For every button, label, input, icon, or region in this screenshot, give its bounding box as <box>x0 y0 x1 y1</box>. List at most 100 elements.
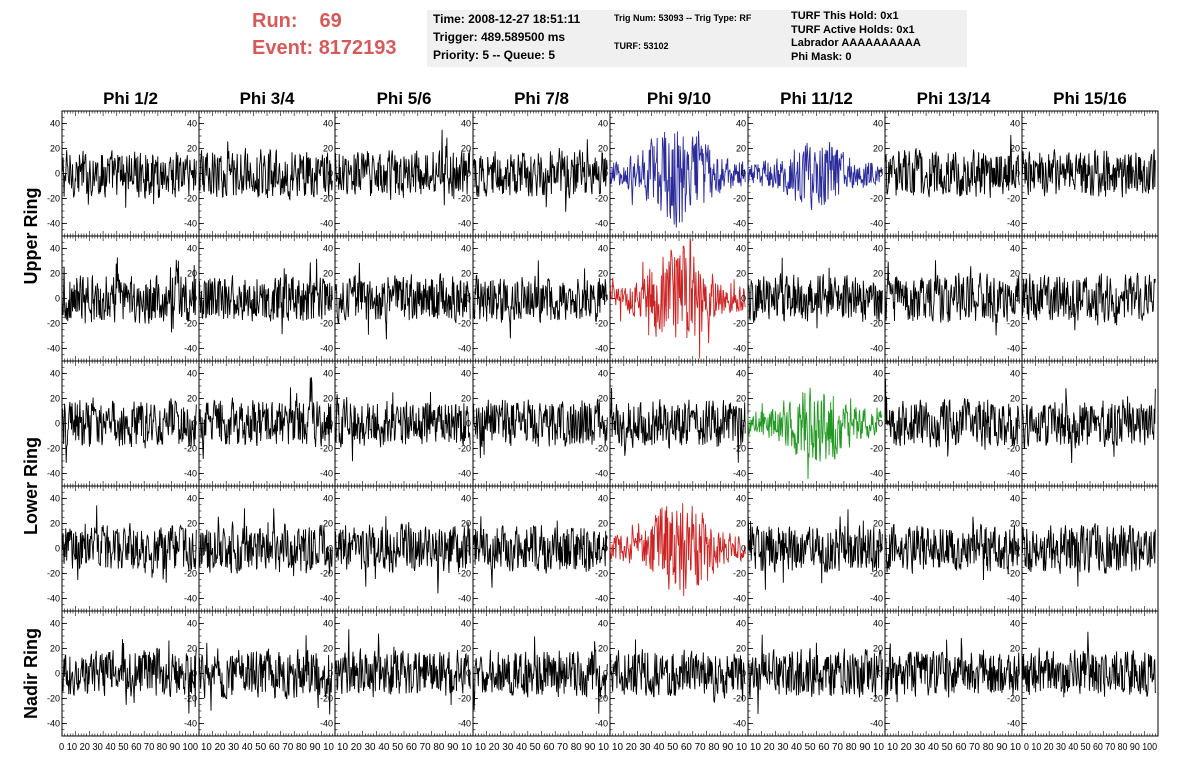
y-tick-label: -20 <box>47 319 60 329</box>
y-tick-label: -20 <box>320 444 333 454</box>
y-tick-label: -40 <box>458 594 471 604</box>
y-tick-label: 40 <box>736 369 746 379</box>
y-tick-label: -40 <box>870 344 883 354</box>
waveform-trace <box>334 516 471 594</box>
y-tick-label: 40 <box>598 119 608 129</box>
y-tick-label: 20 <box>187 394 197 404</box>
y-tick-label: -20 <box>184 694 197 704</box>
waveform-trace <box>472 636 608 714</box>
y-tick-label: -40 <box>595 469 608 479</box>
y-tick-label: 40 <box>598 369 608 379</box>
waveform-trace <box>609 503 746 596</box>
y-tick-label: -20 <box>733 194 746 204</box>
y-tick-label: 20 <box>50 144 60 154</box>
y-tick-label: 0 <box>55 419 60 429</box>
y-tick-label: 0 <box>741 419 746 429</box>
y-tick-label: 40 <box>873 119 883 129</box>
column-header: Phi 15/16 <box>1053 89 1127 108</box>
y-tick-label: -20 <box>320 694 333 704</box>
y-tick-label: 20 <box>598 144 608 154</box>
waveform-trace <box>1021 149 1156 198</box>
y-tick-label: -20 <box>47 569 60 579</box>
waveform-trace <box>1021 272 1156 331</box>
y-tick-label: -40 <box>870 469 883 479</box>
ring-label: Nadir Ring <box>21 628 41 719</box>
y-tick-label: -20 <box>733 569 746 579</box>
waveform-trace <box>198 377 333 460</box>
y-tick-label: 0 <box>1015 294 1020 304</box>
y-tick-label: 40 <box>461 369 471 379</box>
column-header: Phi 11/12 <box>780 89 853 108</box>
y-tick-label: 20 <box>461 144 471 154</box>
waveform-trace <box>334 129 471 206</box>
y-tick-label: 20 <box>598 519 608 529</box>
y-tick-label: 40 <box>50 494 60 504</box>
y-tick-label: 20 <box>461 269 471 279</box>
y-tick-label: 0 <box>603 169 608 179</box>
y-tick-label: 40 <box>1010 244 1020 254</box>
y-tick-label: -20 <box>47 694 60 704</box>
y-tick-label: -40 <box>320 469 333 479</box>
waveform-trace <box>61 150 197 208</box>
y-tick-label: -20 <box>1007 319 1020 329</box>
y-tick-label: 20 <box>50 519 60 529</box>
y-tick-label: 0 <box>466 294 471 304</box>
y-tick-label: 40 <box>323 119 333 129</box>
y-tick-label: -20 <box>320 569 333 579</box>
y-tick-label: -20 <box>458 694 471 704</box>
waveform-trace <box>609 238 746 359</box>
y-tick-label: 40 <box>1010 369 1020 379</box>
waveform-trace <box>61 397 197 463</box>
y-tick-label: 40 <box>323 369 333 379</box>
y-tick-label: 0 <box>1015 419 1020 429</box>
y-tick-label: 0 <box>192 169 197 179</box>
y-tick-label: 20 <box>50 269 60 279</box>
y-tick-label: 20 <box>1010 394 1020 404</box>
y-tick-label: 40 <box>461 244 471 254</box>
waveform-trace <box>334 391 471 462</box>
turf-info-panel: TURF This Hold: 0x1 TURF Active Holds: 0… <box>773 10 967 67</box>
y-tick-label: 20 <box>736 144 746 154</box>
y-tick-label: -40 <box>458 344 471 354</box>
y-tick-label: -20 <box>320 319 333 329</box>
y-tick-label: 0 <box>878 294 883 304</box>
waveform-trace <box>747 141 883 211</box>
y-tick-label: 40 <box>187 619 197 629</box>
y-tick-label: 20 <box>873 394 883 404</box>
y-tick-label: -40 <box>458 469 471 479</box>
y-tick-label: 0 <box>878 169 883 179</box>
column-header: Phi 13/14 <box>917 89 991 108</box>
y-tick-label: -40 <box>870 594 883 604</box>
y-tick-label: 40 <box>598 244 608 254</box>
y-tick-label: 40 <box>323 619 333 629</box>
y-tick-label: 40 <box>461 494 471 504</box>
y-tick-label: -40 <box>595 344 608 354</box>
y-tick-label: -20 <box>595 569 608 579</box>
y-tick-label: 0 <box>328 669 333 679</box>
y-tick-label: -20 <box>733 319 746 329</box>
y-tick-label: 0 <box>878 419 883 429</box>
y-tick-label: 0 <box>328 544 333 554</box>
waveform-trace <box>884 378 1020 457</box>
y-tick-label: 40 <box>50 244 60 254</box>
y-tick-label: 20 <box>1010 269 1020 279</box>
y-tick-label: 20 <box>873 519 883 529</box>
waveform-trace <box>1021 523 1156 587</box>
y-tick-label: 0 <box>603 669 608 679</box>
y-tick-label: 0 <box>741 294 746 304</box>
y-tick-label: -20 <box>458 569 471 579</box>
y-tick-label: -40 <box>733 469 746 479</box>
y-tick-label: -40 <box>1007 344 1020 354</box>
y-tick-label: -20 <box>47 194 60 204</box>
y-tick-label: 40 <box>461 619 471 629</box>
y-tick-label: -20 <box>184 444 197 454</box>
y-tick-label: 20 <box>736 269 746 279</box>
y-tick-label: -40 <box>733 594 746 604</box>
y-tick-label: 20 <box>598 644 608 654</box>
y-tick-label: -20 <box>870 194 883 204</box>
y-tick-label: 40 <box>50 619 60 629</box>
y-tick-label: 0 <box>466 544 471 554</box>
column-header: Phi 1/2 <box>103 89 158 108</box>
waveform-trace <box>198 141 333 201</box>
y-tick-label: 0 <box>55 544 60 554</box>
